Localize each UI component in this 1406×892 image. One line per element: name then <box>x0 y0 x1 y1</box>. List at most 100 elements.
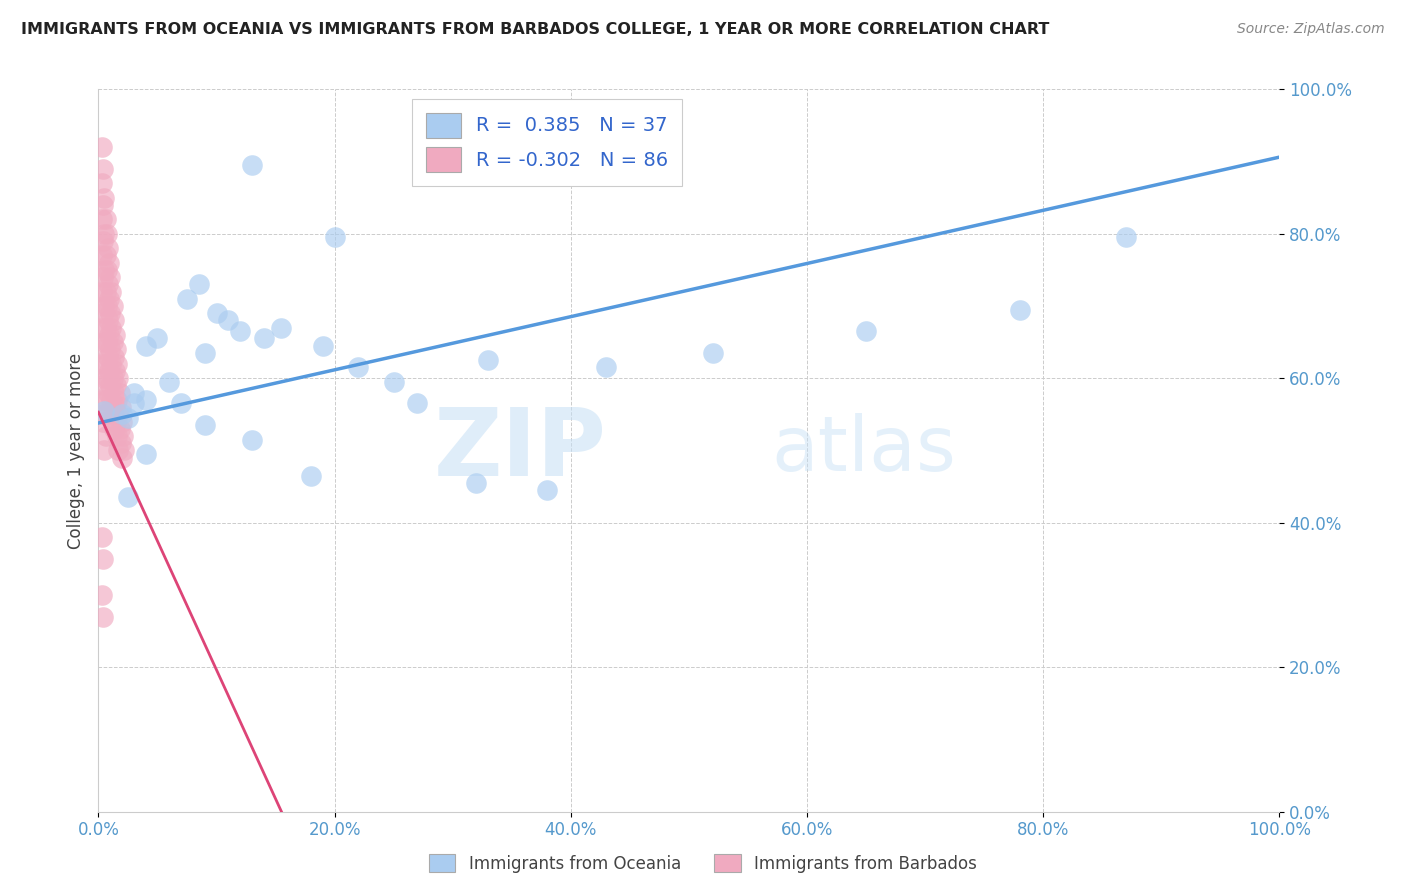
Point <box>107 371 129 385</box>
Point <box>93 403 115 417</box>
Point <box>100 285 122 299</box>
Point <box>146 331 169 345</box>
Point <box>107 443 129 458</box>
Legend: Immigrants from Oceania, Immigrants from Barbados: Immigrants from Oceania, Immigrants from… <box>422 847 984 880</box>
Point <box>108 422 131 436</box>
Point <box>98 343 121 357</box>
Point <box>91 212 114 227</box>
Point <box>217 313 239 327</box>
Point <box>107 407 129 421</box>
Point <box>117 491 139 505</box>
Point <box>94 392 117 407</box>
Point <box>94 320 117 334</box>
Point <box>111 450 134 465</box>
Point <box>91 270 114 285</box>
Point <box>536 483 558 498</box>
Point <box>194 346 217 360</box>
Point <box>96 262 118 277</box>
Point <box>98 292 121 306</box>
Point <box>93 443 115 458</box>
Point <box>91 609 114 624</box>
Point <box>97 313 120 327</box>
Point <box>176 292 198 306</box>
Point <box>93 262 115 277</box>
Point <box>94 429 117 443</box>
Point <box>93 227 115 241</box>
Point <box>94 212 117 227</box>
Point <box>91 285 114 299</box>
Point <box>104 364 127 378</box>
Point <box>312 339 335 353</box>
Point <box>98 270 121 285</box>
Point <box>122 396 145 410</box>
Point <box>240 158 263 172</box>
Point <box>253 331 276 345</box>
Point <box>96 299 118 313</box>
Point <box>93 371 115 385</box>
Point <box>104 327 127 342</box>
Point <box>94 357 117 371</box>
Point <box>93 407 115 421</box>
Point <box>97 241 120 255</box>
Point <box>97 350 120 364</box>
Text: ZIP: ZIP <box>433 404 606 497</box>
Point <box>117 411 139 425</box>
Y-axis label: College, 1 year or more: College, 1 year or more <box>66 352 84 549</box>
Point <box>205 306 228 320</box>
Point <box>1008 302 1031 317</box>
Point <box>135 339 157 353</box>
Point <box>323 230 346 244</box>
Point <box>270 320 292 334</box>
Point <box>105 343 128 357</box>
Point <box>110 400 132 414</box>
Point <box>96 371 118 385</box>
Point <box>96 227 118 241</box>
Point <box>104 400 127 414</box>
Point <box>94 285 117 299</box>
Point <box>157 375 180 389</box>
Point <box>91 343 114 357</box>
Point <box>111 415 134 429</box>
Point <box>101 371 124 385</box>
Point <box>112 443 135 458</box>
Point <box>91 248 114 262</box>
Point <box>382 375 405 389</box>
Point <box>94 248 117 262</box>
Point <box>101 299 124 313</box>
Point <box>702 346 724 360</box>
Point <box>91 530 114 544</box>
Point <box>103 350 125 364</box>
Point <box>91 234 114 248</box>
Point <box>98 364 121 378</box>
Point <box>103 313 125 327</box>
Point <box>91 551 114 566</box>
Point <box>103 422 125 436</box>
Point <box>97 385 120 400</box>
Point <box>91 415 114 429</box>
Point <box>96 334 118 349</box>
Point <box>98 327 121 342</box>
Point <box>91 320 114 334</box>
Point <box>105 357 128 371</box>
Point <box>100 357 122 371</box>
Point <box>91 378 114 392</box>
Point <box>93 299 115 313</box>
Point <box>110 436 132 450</box>
Point <box>105 429 128 443</box>
Text: atlas: atlas <box>772 414 956 487</box>
Point <box>91 357 114 371</box>
Point <box>122 385 145 400</box>
Point <box>299 468 322 483</box>
Point <box>91 306 114 320</box>
Point <box>187 277 209 292</box>
Point <box>93 334 115 349</box>
Point <box>347 360 370 375</box>
Point <box>112 429 135 443</box>
Point <box>91 140 114 154</box>
Point <box>91 176 114 190</box>
Point <box>101 334 124 349</box>
Point <box>240 433 263 447</box>
Point <box>135 392 157 407</box>
Point <box>91 588 114 602</box>
Point <box>93 191 115 205</box>
